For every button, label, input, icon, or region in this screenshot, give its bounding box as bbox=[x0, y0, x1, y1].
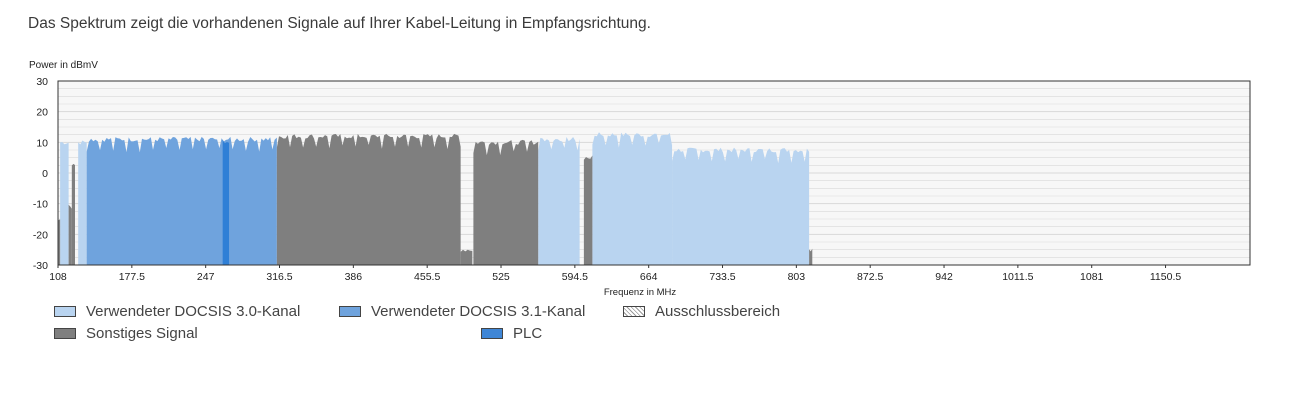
y-axis-label: Power in dBmV bbox=[29, 60, 98, 71]
x-tick-label: 247 bbox=[197, 271, 215, 283]
band-docsis31-0 bbox=[86, 136, 277, 265]
x-tick-label: 1081 bbox=[1080, 271, 1104, 283]
x-tick-label: 733.5 bbox=[709, 271, 735, 283]
band-other-2 bbox=[71, 163, 75, 265]
band-other-3 bbox=[276, 133, 461, 265]
x-tick-labels: 108 177.5 247 316.5 386 455.5 525 594.5 664 733.5… bbox=[49, 265, 1181, 283]
band-other-5 bbox=[473, 139, 539, 265]
legend-swatch-plc bbox=[481, 328, 503, 339]
y-tick-label: -30 bbox=[33, 260, 48, 272]
legend-label-other: Sonstiges Signal bbox=[86, 325, 198, 342]
band-docsis30-2 bbox=[538, 137, 580, 265]
x-tick-label: 1150.5 bbox=[1150, 271, 1181, 283]
legend-swatch-other bbox=[54, 328, 76, 339]
band-other-0 bbox=[58, 219, 61, 265]
band-docsis30-4 bbox=[672, 147, 810, 265]
legend-label-plc: PLC bbox=[513, 325, 543, 342]
x-tick-label: 455.5 bbox=[414, 271, 440, 283]
band-docsis30-3 bbox=[592, 132, 673, 265]
x-tick-label: 872.5 bbox=[857, 271, 883, 283]
band-other-4 bbox=[460, 249, 473, 265]
y-tick-label: 10 bbox=[36, 137, 48, 149]
legend-label-docsis31: Verwendeter DOCSIS 3.1-Kanal bbox=[371, 303, 586, 320]
y-tick-label: -20 bbox=[33, 229, 48, 241]
band-other-7 bbox=[809, 248, 813, 265]
legend-label-docsis30: Verwendeter DOCSIS 3.0-Kanal bbox=[86, 303, 301, 320]
legend-plc: PLC bbox=[481, 325, 542, 342]
legend-docsis31: Verwendeter DOCSIS 3.1-Kanal bbox=[339, 303, 585, 320]
band-docsis30-0 bbox=[60, 142, 69, 265]
y-tick-labels: 30 20 10 0 -10 -20 -30 bbox=[33, 76, 48, 272]
y-tick-label: 20 bbox=[36, 107, 48, 119]
x-tick-label: 803 bbox=[788, 271, 806, 283]
x-tick-label: 108 bbox=[49, 271, 67, 283]
legend-docsis30: Verwendeter DOCSIS 3.0-Kanal bbox=[54, 303, 300, 320]
band-other-1 bbox=[68, 204, 72, 265]
x-tick-label: 316.5 bbox=[266, 271, 292, 283]
y-tick-label: 0 bbox=[42, 168, 48, 180]
intro-text: Das Spektrum zeigt die vorhandenen Signa… bbox=[28, 15, 651, 32]
x-tick-label: 1011.5 bbox=[1002, 271, 1033, 283]
x-tick-label: 594.5 bbox=[562, 271, 588, 283]
x-tick-label: 386 bbox=[345, 271, 363, 283]
legend-swatch-docsis31 bbox=[339, 306, 361, 317]
plot-frame bbox=[57, 80, 1251, 266]
x-tick-label: 177.5 bbox=[119, 271, 145, 283]
x-tick-label: 525 bbox=[492, 271, 510, 283]
spectrum-bands bbox=[58, 132, 813, 265]
spectrum-chart: 30 20 10 0 -10 -20 -30 108 177.5 247 316.5 386 455.… bbox=[33, 76, 1251, 298]
legend-other: Sonstiges Signal bbox=[54, 325, 198, 342]
legend-exclusion: Ausschlussbereich bbox=[623, 303, 780, 320]
y-tick-label: -10 bbox=[33, 199, 48, 211]
x-tick-label: 942 bbox=[935, 271, 953, 283]
band-plc-0 bbox=[222, 139, 230, 265]
legend-swatch-docsis30 bbox=[54, 306, 76, 317]
legend-label-exclusion: Ausschlussbereich bbox=[655, 303, 781, 320]
legend-swatch-exclusion bbox=[623, 306, 645, 317]
y-tick-label: 30 bbox=[36, 76, 48, 88]
band-other-6 bbox=[583, 155, 593, 265]
band-docsis30-1 bbox=[78, 140, 87, 265]
x-tick-label: 664 bbox=[640, 271, 658, 283]
x-axis-label: Frequenz in MHz bbox=[604, 287, 677, 298]
